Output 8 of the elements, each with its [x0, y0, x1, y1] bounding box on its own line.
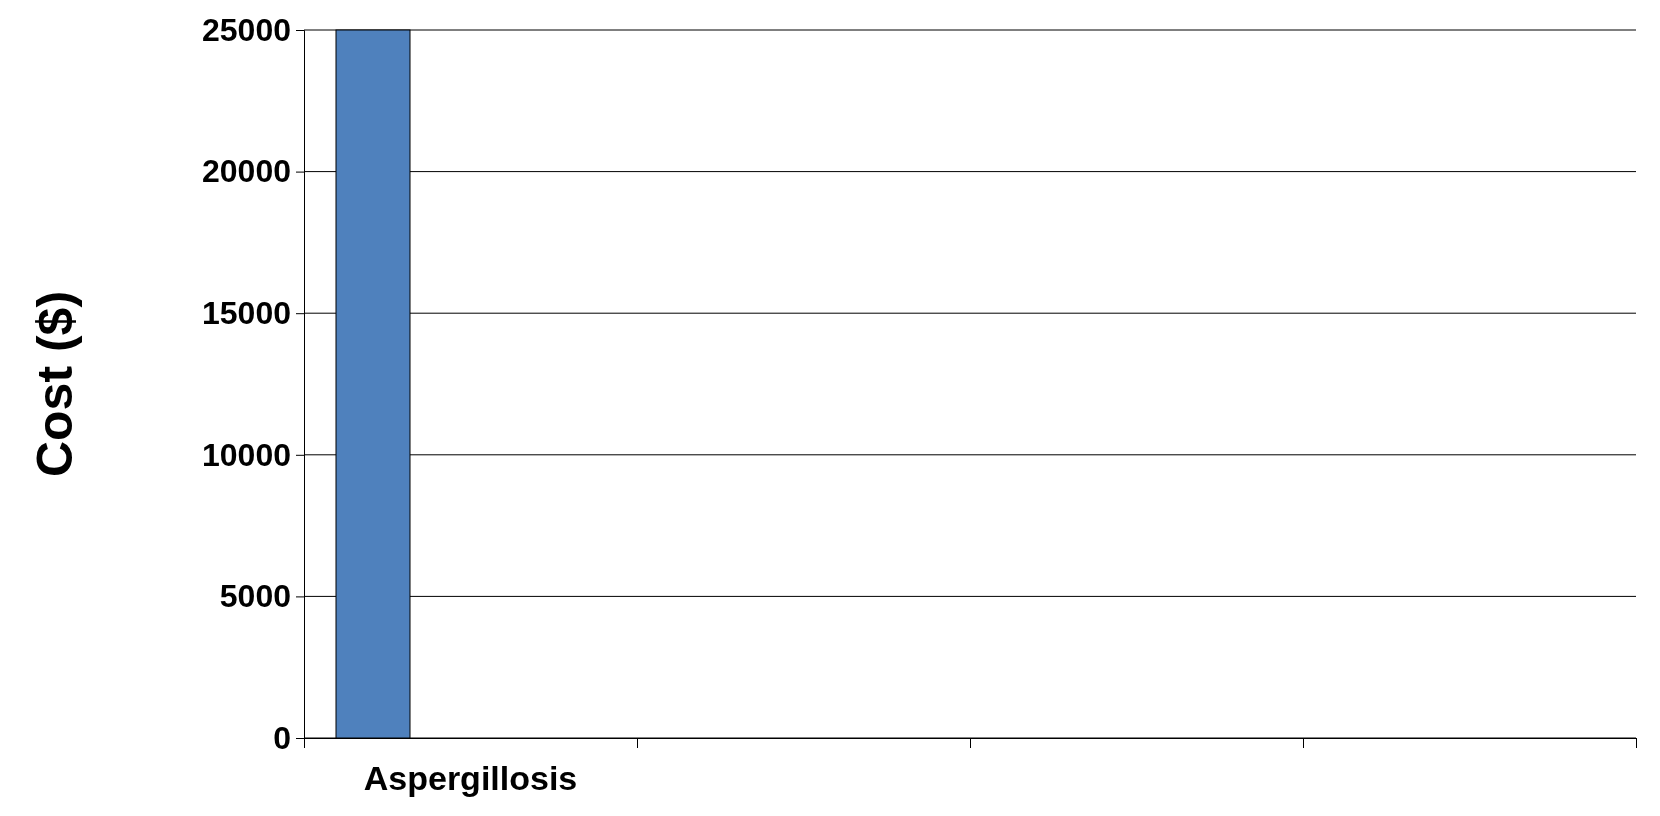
y-tick-label: 5000	[219, 578, 291, 615]
y-tick-label: 0	[273, 719, 291, 756]
y-tick-label: 15000	[202, 294, 291, 331]
y-tick-label: 10000	[202, 436, 291, 473]
y-tick-label: 20000	[202, 153, 291, 190]
y-tick-label: 25000	[202, 11, 291, 48]
y-axis-title: Cost ($)	[27, 290, 83, 478]
x-tick-label: Aspergillosis	[363, 759, 578, 797]
